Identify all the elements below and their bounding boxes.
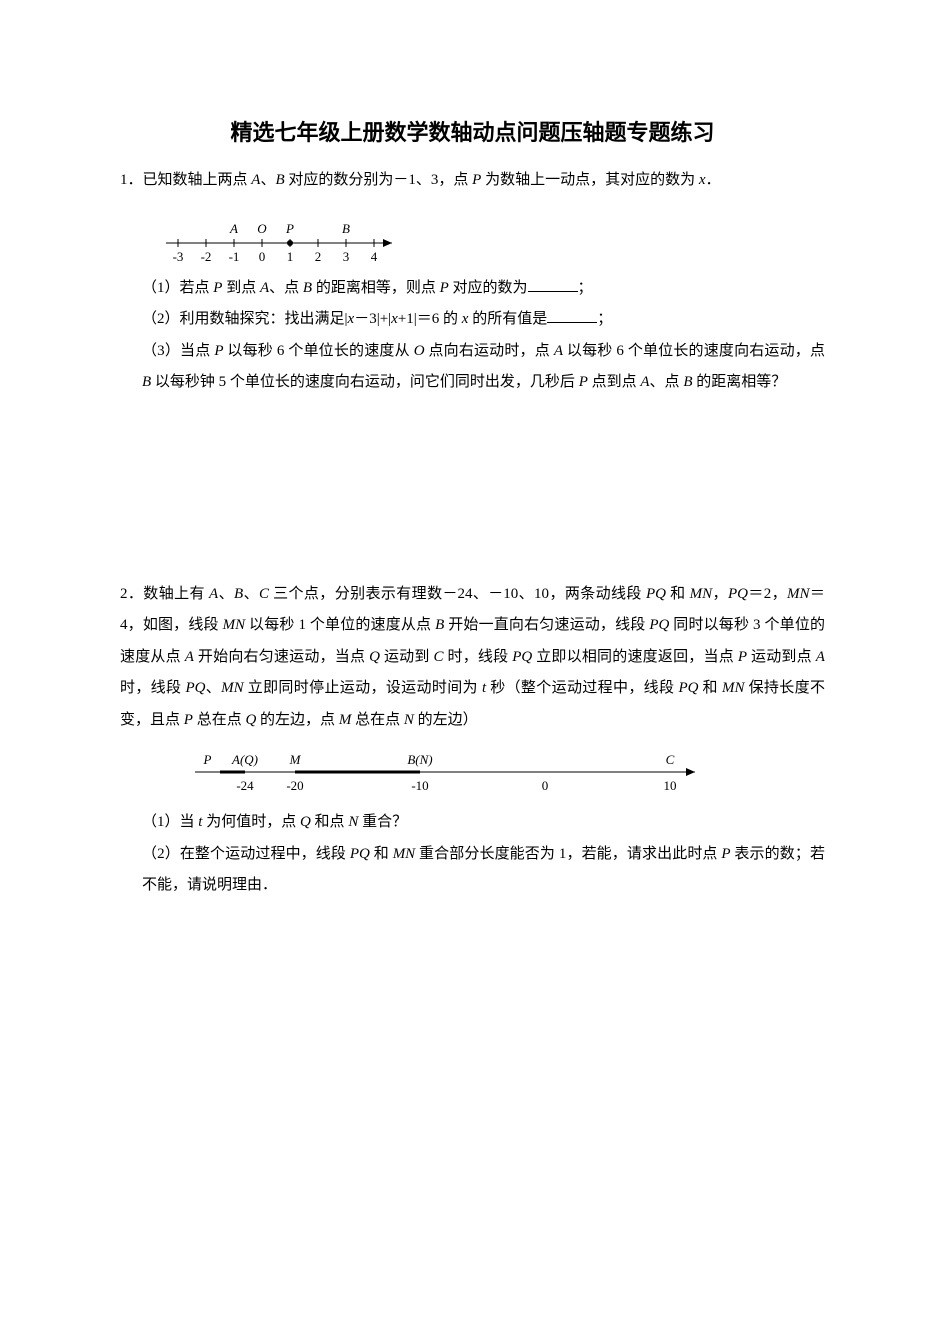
svg-text:P: P xyxy=(203,752,212,767)
p1-q2: （2）利用数轴探究：找出满足|x－3|+|x+1|＝6 的 x 的所有值是 ； xyxy=(120,304,825,336)
p2-stem-text: 数轴上有 A、B、C 三个点，分别表示有理数－24、－10、10，两条动线段 P… xyxy=(120,586,825,728)
svg-text:0: 0 xyxy=(542,778,549,793)
svg-text:-2: -2 xyxy=(201,249,212,264)
p2-q1: （1）当 t 为何值时，点 Q 和点 N 重合？ xyxy=(120,807,825,839)
svg-text:-20: -20 xyxy=(286,778,303,793)
svg-text:-1: -1 xyxy=(229,249,240,264)
svg-text:M: M xyxy=(289,752,302,767)
svg-text:1: 1 xyxy=(287,249,294,264)
p1-q2-text: （2）利用数轴探究：找出满足|x－3|+|x+1|＝6 的 x 的所有值是 xyxy=(142,311,547,327)
svg-text:10: 10 xyxy=(664,778,677,793)
svg-text:A(Q): A(Q) xyxy=(231,752,258,767)
problem-1: 1．已知数轴上两点 A、B 对应的数分别为－1、3，点 P 为数轴上一动点，其对… xyxy=(120,165,825,399)
svg-text:A: A xyxy=(229,221,238,236)
svg-text:2: 2 xyxy=(315,249,322,264)
p1-stem-text: 已知数轴上两点 A、B 对应的数分别为－1、3，点 P 为数轴上一动点，其对应的… xyxy=(143,172,721,188)
p1-q1: （1）若点 P 到点 A、点 B 的距离相等，则点 P 对应的数为 ； xyxy=(120,273,825,305)
p1-q2-tail: ； xyxy=(597,311,612,327)
p2-stem: 2．数轴上有 A、B、C 三个点，分别表示有理数－24、－10、10，两条动线段… xyxy=(120,579,825,737)
p2-number: 2． xyxy=(120,586,143,602)
p2-q2: （2）在整个运动过程中，线段 PQ 和 MN 重合部分长度能否为 1，若能，请求… xyxy=(120,839,825,902)
svg-text:-24: -24 xyxy=(236,778,254,793)
blank-2 xyxy=(547,307,597,323)
page-title: 精选七年级上册数学数轴动点问题压轴题专题练习 xyxy=(120,115,825,147)
svg-text:B(N): B(N) xyxy=(407,752,432,767)
p1-stem: 1．已知数轴上两点 A、B 对应的数分别为－1、3，点 P 为数轴上一动点，其对… xyxy=(120,165,825,197)
svg-text:4: 4 xyxy=(371,249,378,264)
svg-text:B: B xyxy=(342,221,350,236)
p1-number: 1． xyxy=(120,172,143,188)
svg-text:-10: -10 xyxy=(411,778,428,793)
p2-figure: -24 -20 -10 0 10 P A(Q) M B(N) C xyxy=(175,744,825,799)
svg-text:0: 0 xyxy=(259,249,266,264)
svg-text:-3: -3 xyxy=(173,249,184,264)
svg-text:P: P xyxy=(285,221,294,236)
blank-1 xyxy=(528,276,578,292)
p1-q3: （3）当点 P 以每秒 6 个单位长的速度从 O 点向右运动时，点 A 以每秒 … xyxy=(120,336,825,399)
p1-figure: -3 -2 -1 0 1 2 3 4 A O P B xyxy=(158,205,825,265)
problem-2: 2．数轴上有 A、B、C 三个点，分别表示有理数－24、－10、10，两条动线段… xyxy=(120,579,825,902)
svg-text:3: 3 xyxy=(343,249,350,264)
p1-q1-tail: ； xyxy=(578,280,593,296)
svg-text:O: O xyxy=(257,221,267,236)
p1-q1-text: （1）若点 P 到点 A、点 B 的距离相等，则点 P 对应的数为 xyxy=(142,280,528,296)
svg-text:C: C xyxy=(666,752,675,767)
